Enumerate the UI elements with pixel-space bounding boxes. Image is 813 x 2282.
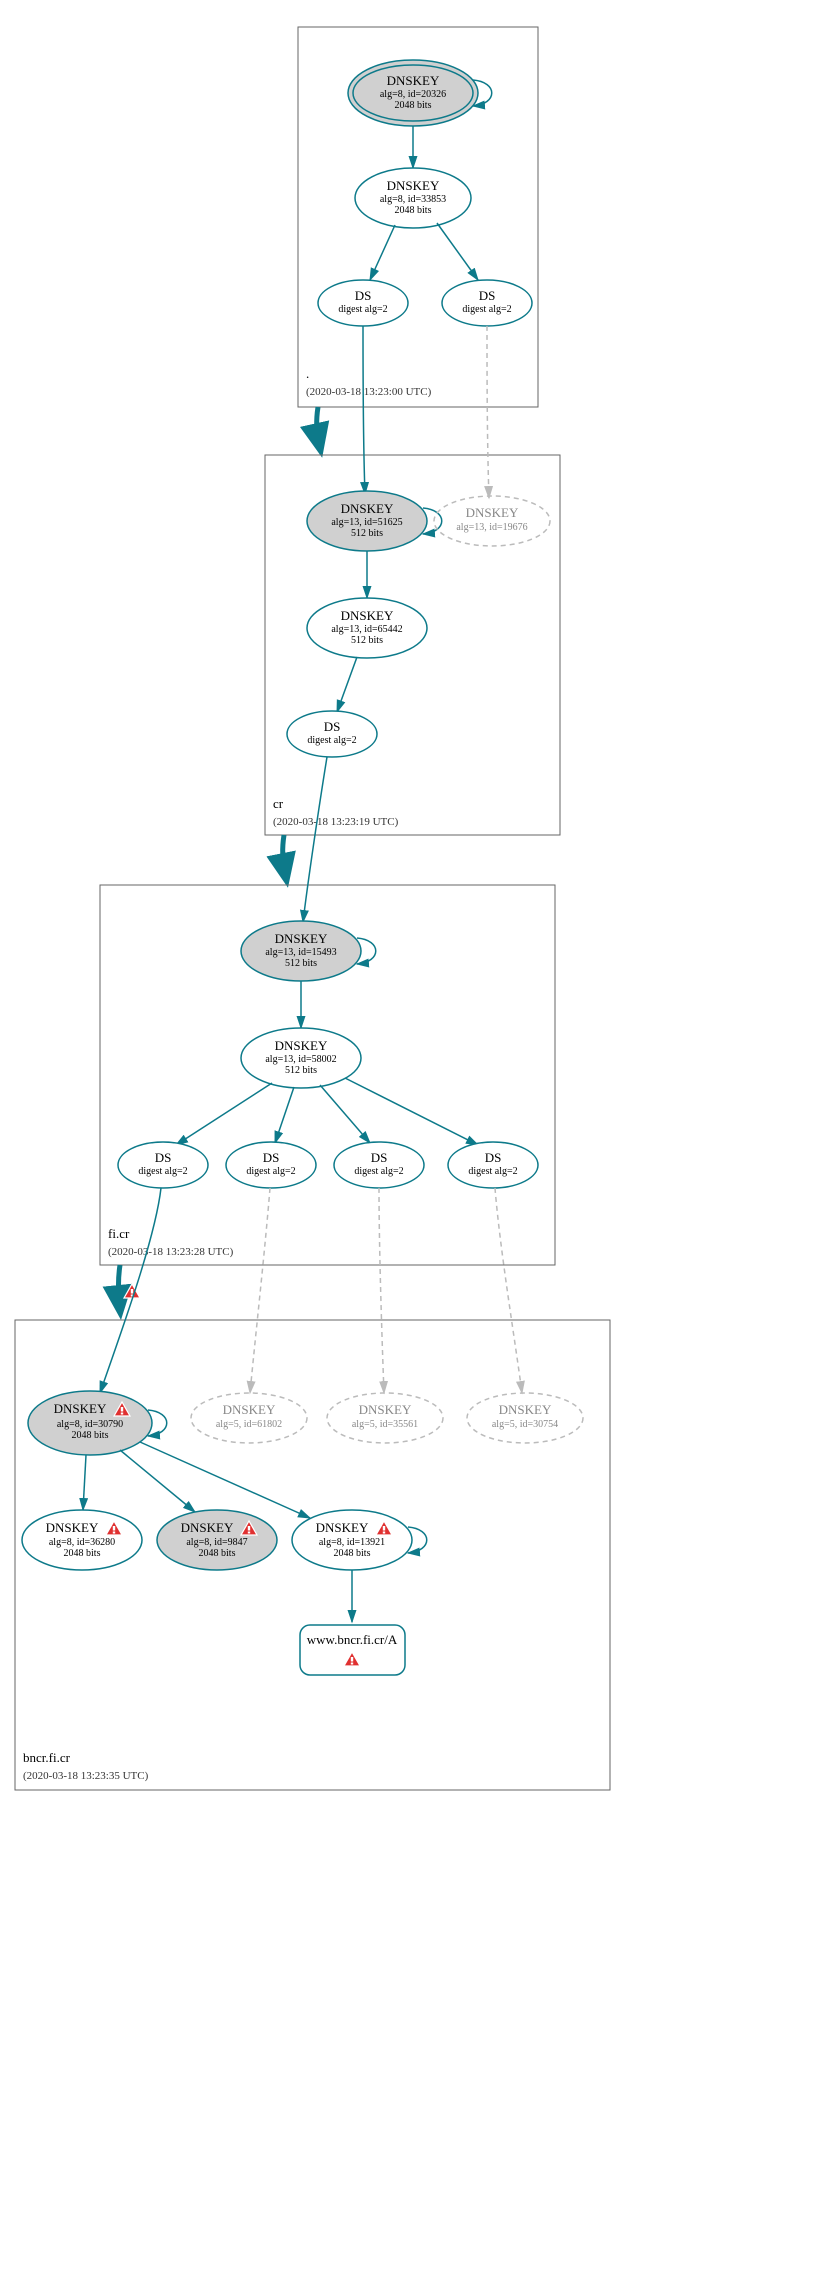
node-bncr-zsk3-l3: 2048 bits	[334, 1548, 371, 1559]
zone-label-ficr: fi.cr	[108, 1226, 130, 1241]
node-ficr-ksk-title: DNSKEY	[275, 931, 328, 946]
node-ficr-ds4-l2: digest alg=2	[468, 1166, 517, 1177]
node-root-ksk-l3: 2048 bits	[395, 100, 432, 111]
node-cr-zsk-l3: 512 bits	[351, 635, 383, 646]
node-bncr-ksk-title: DNSKEY	[54, 1401, 107, 1416]
warn-icon	[124, 1284, 140, 1298]
node-cr-dash[interactable]	[434, 496, 550, 546]
zone-label-root: .	[306, 366, 309, 381]
node-bncr-zsk1-l3: 2048 bits	[64, 1548, 101, 1559]
zone-date-bncr: (2020-03-18 13:23:35 UTC)	[23, 1770, 149, 1782]
node-root-ds1[interactable]	[318, 280, 408, 326]
node-ficr-ds1-title: DS	[155, 1150, 172, 1165]
node-bncr-zsk3-title: DNSKEY	[316, 1520, 369, 1535]
node-root-ds1-title: DS	[355, 288, 372, 303]
dnssec-diagram: . (2020-03-18 13:23:00 UTC) DNSKEY alg=8…	[0, 0, 813, 2282]
node-bncr-d2[interactable]	[327, 1393, 443, 1443]
node-bncr-d1[interactable]	[191, 1393, 307, 1443]
node-ficr-ds2-l2: digest alg=2	[246, 1166, 295, 1177]
node-bncr-d2-l2: alg=5, id=35561	[352, 1419, 418, 1430]
node-cr-zsk-l2: alg=13, id=65442	[331, 624, 402, 635]
zone-label-bncr: bncr.fi.cr	[23, 1750, 71, 1765]
node-cr-ds-title: DS	[324, 719, 341, 734]
node-bncr-d1-l2: alg=5, id=61802	[216, 1419, 282, 1430]
node-root-zsk-l2: alg=8, id=33853	[380, 194, 446, 205]
node-ficr-ds1[interactable]	[118, 1142, 208, 1188]
node-bncr-ksk-l2: alg=8, id=30790	[57, 1419, 123, 1430]
node-bncr-d1-title: DNSKEY	[223, 1402, 276, 1417]
node-bncr-ksk-l3: 2048 bits	[72, 1430, 109, 1441]
node-ficr-zsk-l2: alg=13, id=58002	[265, 1054, 336, 1065]
node-ficr-ds1-l2: digest alg=2	[138, 1166, 187, 1177]
node-ficr-ds2[interactable]	[226, 1142, 316, 1188]
node-root-ds2-title: DS	[479, 288, 496, 303]
node-root-ksk-l2: alg=8, id=20326	[380, 89, 446, 100]
node-bncr-d3-l2: alg=5, id=30754	[492, 1419, 558, 1430]
node-bncr-d3-title: DNSKEY	[499, 1402, 552, 1417]
zone-date-root: (2020-03-18 13:23:00 UTC)	[306, 386, 432, 398]
node-cr-ds-l2: digest alg=2	[307, 735, 356, 746]
node-cr-ksk-l3: 512 bits	[351, 528, 383, 539]
node-ficr-ksk-l3: 512 bits	[285, 958, 317, 969]
node-ficr-ds3-title: DS	[371, 1150, 388, 1165]
node-ficr-ksk-l2: alg=13, id=15493	[265, 947, 336, 958]
node-cr-dash-l2: alg=13, id=19676	[456, 522, 527, 533]
node-cr-dash-title: DNSKEY	[466, 505, 519, 520]
node-bncr-zsk1-l2: alg=8, id=36280	[49, 1537, 115, 1548]
node-root-ds2-l2: digest alg=2	[462, 304, 511, 315]
node-ficr-zsk-title: DNSKEY	[275, 1038, 328, 1053]
node-bncr-zsk3-l2: alg=8, id=13921	[319, 1537, 385, 1548]
zone-date-ficr: (2020-03-18 13:23:28 UTC)	[108, 1246, 234, 1258]
zone-date-cr: (2020-03-18 13:23:19 UTC)	[273, 816, 399, 828]
node-cr-ksk-l2: alg=13, id=51625	[331, 517, 402, 528]
node-root-ds2[interactable]	[442, 280, 532, 326]
node-ficr-ds3[interactable]	[334, 1142, 424, 1188]
node-rrset-title: www.bncr.fi.cr/A	[307, 1632, 398, 1647]
node-bncr-zsk1-title: DNSKEY	[46, 1520, 99, 1535]
node-ficr-ds3-l2: digest alg=2	[354, 1166, 403, 1177]
node-bncr-zsk2-l3: 2048 bits	[199, 1548, 236, 1559]
node-bncr-zsk2-title: DNSKEY	[181, 1520, 234, 1535]
node-ficr-ds2-title: DS	[263, 1150, 280, 1165]
node-ficr-ds4-title: DS	[485, 1150, 502, 1165]
node-root-ds1-l2: digest alg=2	[338, 304, 387, 315]
node-cr-ds[interactable]	[287, 711, 377, 757]
node-root-ksk-title: DNSKEY	[387, 73, 440, 88]
node-ficr-ds4[interactable]	[448, 1142, 538, 1188]
node-bncr-d2-title: DNSKEY	[359, 1402, 412, 1417]
node-root-zsk-title: DNSKEY	[387, 178, 440, 193]
node-ficr-zsk-l3: 512 bits	[285, 1065, 317, 1076]
node-cr-ksk-title: DNSKEY	[341, 501, 394, 516]
node-bncr-zsk2-l2: alg=8, id=9847	[186, 1537, 247, 1548]
zone-label-cr: cr	[273, 796, 284, 811]
node-root-zsk-l3: 2048 bits	[395, 205, 432, 216]
node-bncr-d3[interactable]	[467, 1393, 583, 1443]
node-cr-zsk-title: DNSKEY	[341, 608, 394, 623]
